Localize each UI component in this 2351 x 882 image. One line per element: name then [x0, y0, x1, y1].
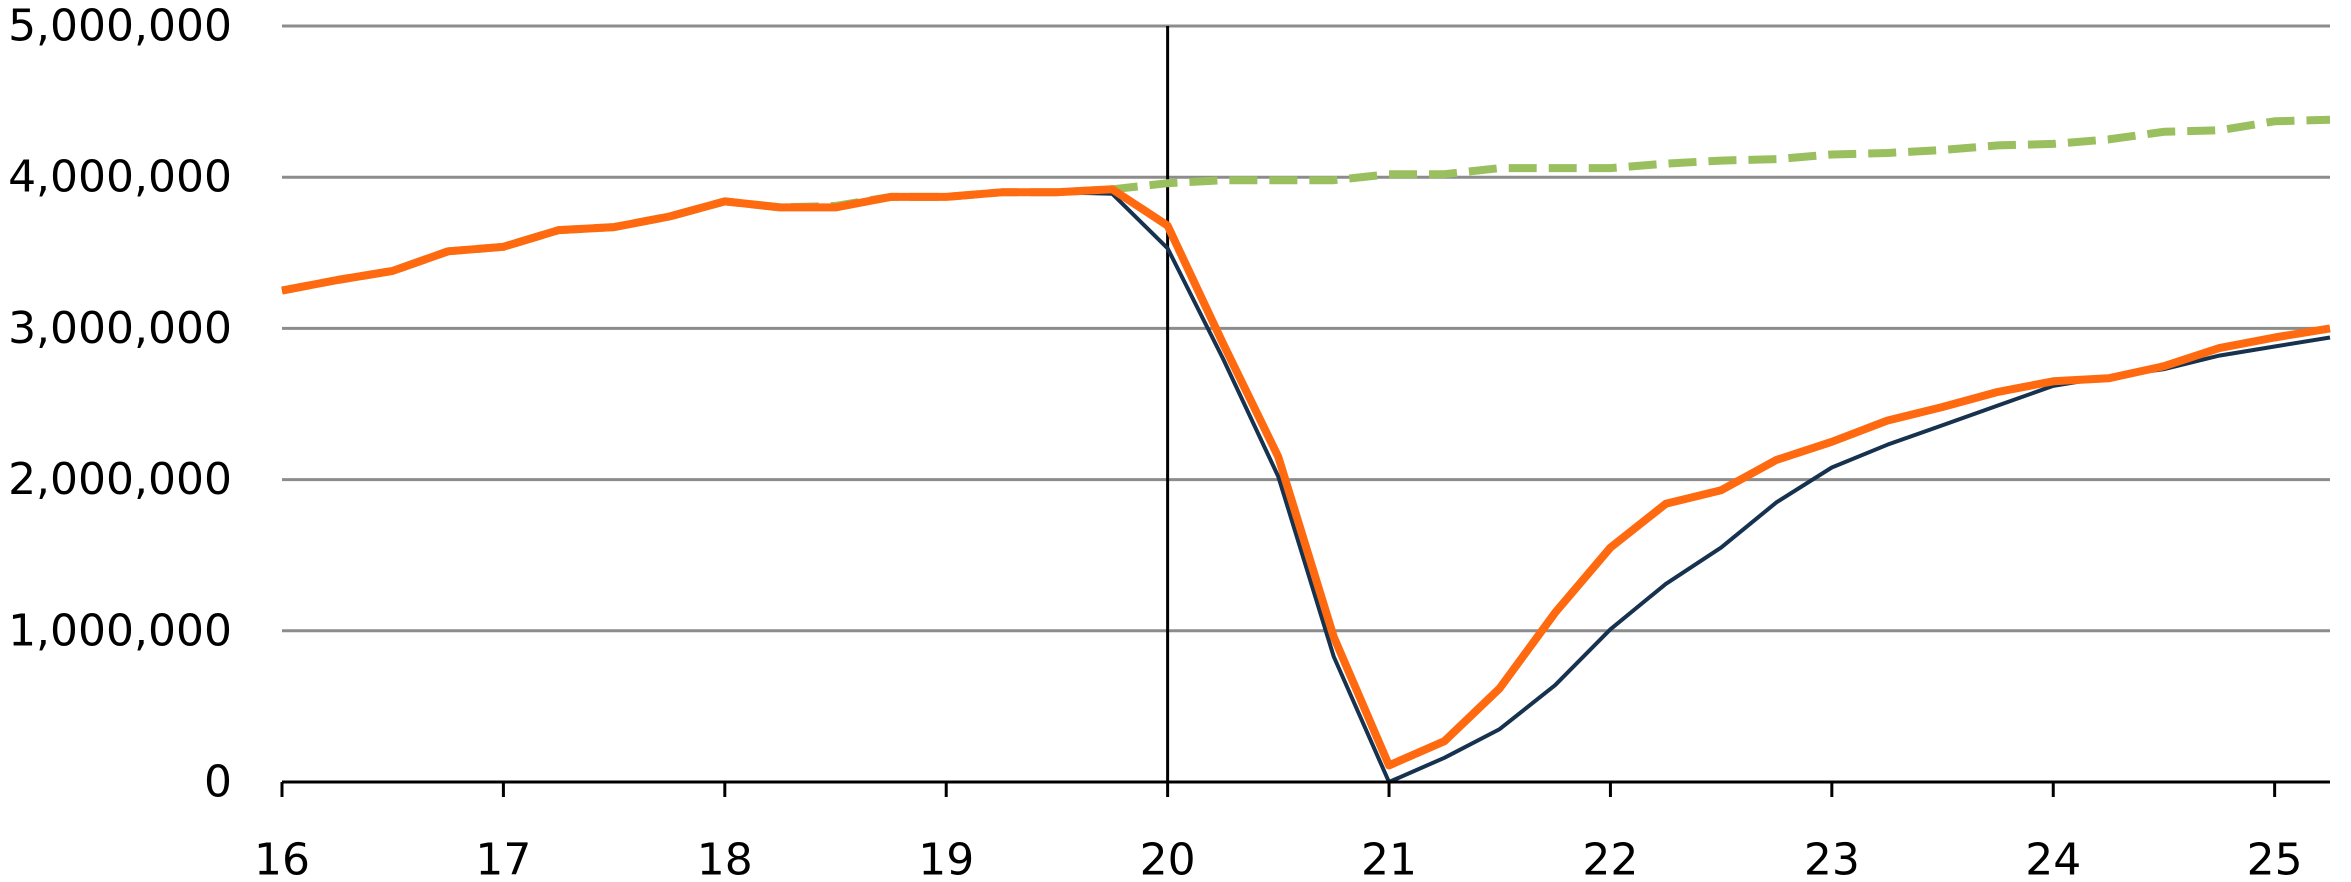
y-tick-label: 0 [204, 757, 232, 808]
series-line-1 [281, 115, 2331, 295]
series-line-2 [281, 190, 2331, 784]
x-axis [280, 780, 2330, 797]
x-tick-label: 16 [254, 835, 310, 882]
y-tick-label: 4,000,000 [8, 152, 232, 203]
y-tick-label: 1,000,000 [8, 605, 232, 656]
x-tick-label: 22 [1582, 835, 1638, 882]
x-tick-label: 24 [2025, 835, 2081, 882]
x-tick-label: 21 [1361, 835, 1417, 882]
x-tick-label: 18 [697, 835, 753, 882]
x-tick-labels: 16 17 18 19 20 21 22 23 24 25 [254, 835, 2303, 882]
y-tick-label: 3,000,000 [8, 303, 232, 354]
y-tick-labels: 0 1,000,000 2,000,000 3,000,000 4,000,000 5,0… [8, 1, 232, 808]
x-tick-label: 25 [2247, 835, 2303, 882]
x-tick-label: 20 [1140, 835, 1196, 882]
x-tick-label: 19 [918, 835, 974, 882]
y-tick-label: 2,000,000 [8, 454, 232, 505]
gridlines [282, 24, 2330, 633]
x-tick-label: 23 [1804, 835, 1860, 882]
series-line-3 [281, 185, 2331, 770]
series-group [281, 115, 2331, 784]
y-tick-label: 5,000,000 [8, 1, 232, 52]
x-tick-label: 17 [475, 835, 531, 882]
